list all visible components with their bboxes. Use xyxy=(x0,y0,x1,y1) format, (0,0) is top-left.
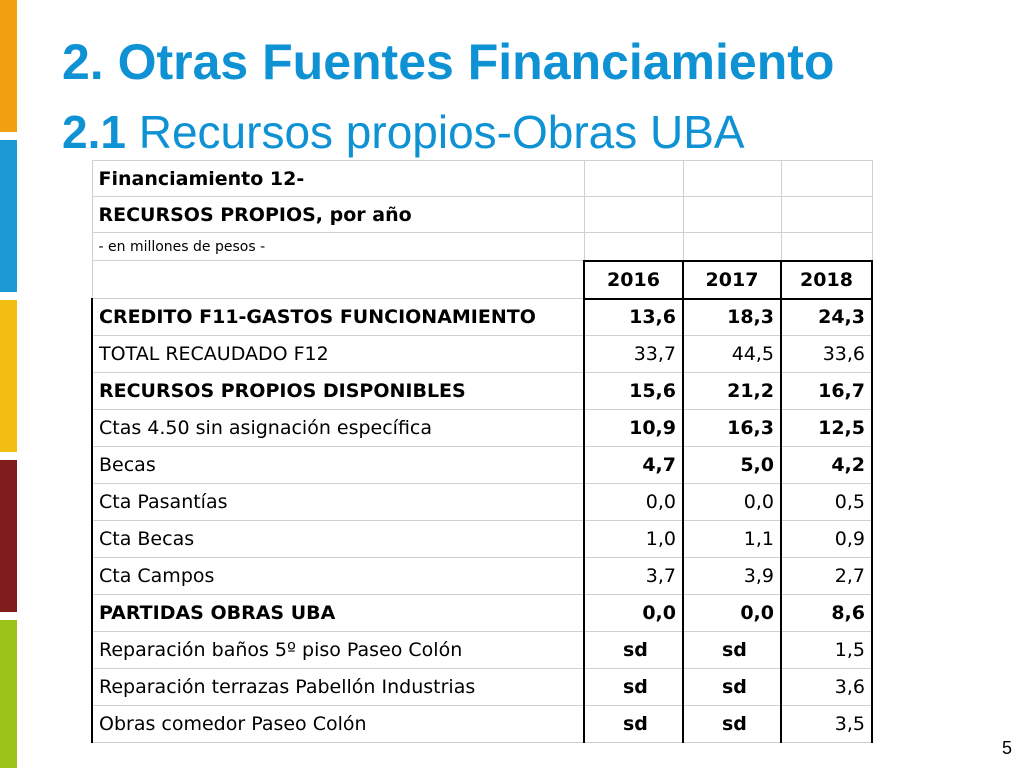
row-value-cell: 8,6 xyxy=(780,594,873,632)
year-header-row: 2016 2017 2018 xyxy=(91,259,873,300)
color-bar-yellow xyxy=(0,300,17,452)
row-value-cell: 0,9 xyxy=(780,520,873,558)
table-row: Reparación terrazas Pabellón Industrias s… xyxy=(91,668,873,706)
subtitle-number: 2.1 xyxy=(62,106,126,158)
table-header-row: RECURSOS PROPIOS, por año xyxy=(91,196,873,233)
row-value-cell: 16,7 xyxy=(780,372,873,410)
row-value-cell: 0,0 xyxy=(682,483,782,521)
row-value-cell: sd xyxy=(682,631,782,669)
row-value-cell: 4,7 xyxy=(583,446,684,484)
empty-cell xyxy=(682,196,782,233)
table-row: Ctas 4.50 sin asignación específica 10,9 1… xyxy=(91,409,873,447)
empty-cell xyxy=(583,196,684,233)
row-value-cell: 24,3 xyxy=(780,298,873,336)
empty-cell xyxy=(91,260,585,299)
row-value-cell: 3,9 xyxy=(682,557,782,595)
row-value-cell: 13,6 xyxy=(583,298,684,336)
row-value-cell: 4,2 xyxy=(780,446,873,484)
table-row: PARTIDAS OBRAS UBA 0,0 0,0 8,6 xyxy=(91,594,873,632)
row-value-cell: 1,0 xyxy=(583,520,684,558)
table-header-row: - en millones de pesos - xyxy=(91,232,873,261)
row-value-cell: 3,7 xyxy=(583,557,684,595)
row-value-cell: 33,6 xyxy=(780,335,873,373)
title-text: Otras Fuentes Financiamiento xyxy=(117,34,835,90)
color-bar-green xyxy=(0,620,17,768)
row-label: Cta Pasantías xyxy=(91,483,585,521)
table-header-row: Financiamiento 12- xyxy=(91,160,873,197)
row-label: Becas xyxy=(91,446,585,484)
row-value-cell: sd xyxy=(583,668,684,706)
table-row: CREDITO F11-GASTOS FUNCIONAMIENTO 13,6 18,… xyxy=(91,298,873,336)
row-label: TOTAL RECAUDADO F12 xyxy=(91,335,585,373)
row-value-cell: 18,3 xyxy=(682,298,782,336)
row-value-cell: 44,5 xyxy=(682,335,782,373)
row-value-cell: 0,5 xyxy=(780,483,873,521)
table-row: Cta Becas 1,0 1,1 0,9 xyxy=(91,520,873,558)
year-header-cell: 2018 xyxy=(780,259,873,300)
row-value-cell: 21,2 xyxy=(682,372,782,410)
row-value-cell: 5,0 xyxy=(682,446,782,484)
color-bar-orange xyxy=(0,0,17,132)
subtitle-text: Recursos propios-Obras UBA xyxy=(138,106,745,158)
row-value-cell: 10,9 xyxy=(583,409,684,447)
table-row: Becas 4,7 5,0 4,2 xyxy=(91,446,873,484)
row-value-cell: 3,5 xyxy=(780,705,873,743)
row-value-cell: 16,3 xyxy=(682,409,782,447)
row-value-cell: 0,0 xyxy=(583,483,684,521)
table-row: RECURSOS PROPIOS DISPONIBLES 15,6 21,2 16,7 xyxy=(91,372,873,410)
row-value-cell: 33,7 xyxy=(583,335,684,373)
row-label: RECURSOS PROPIOS DISPONIBLES xyxy=(91,372,585,410)
row-value-cell: 15,6 xyxy=(583,372,684,410)
table-row: Cta Campos 3,7 3,9 2,7 xyxy=(91,557,873,595)
table-header-cell: Financiamiento 12- xyxy=(91,160,585,197)
color-bar-blue xyxy=(0,140,17,292)
row-label: CREDITO F11-GASTOS FUNCIONAMIENTO xyxy=(91,298,585,336)
color-bar-darkred xyxy=(0,460,17,612)
title-number: 2. xyxy=(62,34,104,90)
empty-cell xyxy=(780,160,873,197)
table-row: Cta Pasantías 0,0 0,0 0,5 xyxy=(91,483,873,521)
table-row: Obras comedor Paseo Colón sd sd 3,5 xyxy=(91,705,873,743)
row-value-cell: 0,0 xyxy=(682,594,782,632)
row-value-cell: 1,5 xyxy=(780,631,873,669)
slide-title: 2. Otras Fuentes Financiamiento xyxy=(62,34,834,90)
row-label: Ctas 4.50 sin asignación específica xyxy=(91,409,585,447)
row-value-cell: 2,7 xyxy=(780,557,873,595)
table-row: TOTAL RECAUDADO F12 33,7 44,5 33,6 xyxy=(91,335,873,373)
row-label: Cta Campos xyxy=(91,557,585,595)
row-value-cell: 1,1 xyxy=(682,520,782,558)
year-header-cell: 2017 xyxy=(682,259,782,300)
row-label: Cta Becas xyxy=(91,520,585,558)
row-value-cell: sd xyxy=(682,668,782,706)
row-value-cell: 3,6 xyxy=(780,668,873,706)
row-label: Reparación baños 5º piso Paseo Colón xyxy=(91,631,585,669)
slide-subtitle: 2.1 Recursos propios-Obras UBA xyxy=(62,104,745,160)
empty-cell xyxy=(682,232,782,261)
row-value-cell: sd xyxy=(682,705,782,743)
year-header-cell: 2016 xyxy=(583,259,684,300)
row-value-cell: 0,0 xyxy=(583,594,684,632)
empty-cell xyxy=(780,232,873,261)
table-header-cell: - en millones de pesos - xyxy=(91,232,585,261)
row-value-cell: sd xyxy=(583,705,684,743)
financing-table: Financiamiento 12- RECURSOS PROPIOS, por … xyxy=(91,160,873,743)
empty-cell xyxy=(780,196,873,233)
empty-cell xyxy=(583,232,684,261)
empty-cell xyxy=(583,160,684,197)
row-value-cell: 12,5 xyxy=(780,409,873,447)
empty-cell xyxy=(682,160,782,197)
table-row: Reparación baños 5º piso Paseo Colón sd sd… xyxy=(91,631,873,669)
row-label: Reparación terrazas Pabellón Industrias xyxy=(91,668,585,706)
row-value-cell: sd xyxy=(583,631,684,669)
table-header-cell: RECURSOS PROPIOS, por año xyxy=(91,196,585,233)
row-label: PARTIDAS OBRAS UBA xyxy=(91,594,585,632)
slide-number: 5 xyxy=(1001,738,1012,758)
row-label: Obras comedor Paseo Colón xyxy=(91,705,585,743)
